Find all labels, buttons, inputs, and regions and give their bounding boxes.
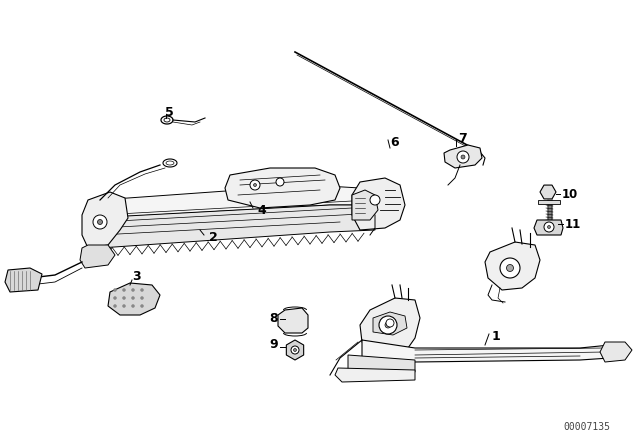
Circle shape: [93, 215, 107, 229]
Polygon shape: [225, 168, 340, 208]
Text: 00007135: 00007135: [563, 422, 610, 432]
Polygon shape: [485, 242, 540, 290]
Circle shape: [141, 289, 143, 292]
Polygon shape: [80, 245, 115, 268]
Polygon shape: [278, 308, 308, 333]
Text: 2: 2: [209, 231, 218, 244]
Text: 3: 3: [132, 271, 141, 284]
Circle shape: [141, 297, 143, 300]
Circle shape: [370, 195, 380, 205]
Circle shape: [122, 289, 125, 292]
Text: 7: 7: [458, 132, 467, 145]
Text: 1: 1: [492, 329, 500, 343]
Polygon shape: [373, 312, 407, 335]
Circle shape: [544, 222, 554, 232]
Circle shape: [461, 155, 465, 159]
Polygon shape: [600, 342, 632, 362]
Circle shape: [141, 305, 143, 307]
Circle shape: [276, 178, 284, 186]
Circle shape: [506, 264, 513, 271]
Polygon shape: [444, 145, 482, 168]
Circle shape: [291, 346, 299, 354]
Circle shape: [122, 305, 125, 307]
Circle shape: [131, 289, 134, 292]
Circle shape: [379, 316, 397, 334]
Circle shape: [113, 297, 116, 300]
Circle shape: [547, 225, 550, 228]
Polygon shape: [352, 178, 405, 230]
Polygon shape: [534, 220, 563, 235]
Polygon shape: [286, 340, 303, 360]
Circle shape: [253, 184, 257, 186]
Circle shape: [113, 289, 116, 292]
Text: 5: 5: [165, 105, 173, 119]
Circle shape: [457, 151, 469, 163]
Text: 11: 11: [565, 217, 581, 231]
Polygon shape: [352, 190, 378, 220]
Polygon shape: [335, 368, 415, 382]
Polygon shape: [362, 340, 615, 362]
Circle shape: [500, 258, 520, 278]
Polygon shape: [360, 298, 420, 355]
Polygon shape: [348, 355, 415, 372]
Text: 10: 10: [562, 188, 579, 201]
Text: 9: 9: [269, 339, 278, 352]
Circle shape: [131, 297, 134, 300]
Circle shape: [294, 349, 296, 352]
Text: 8: 8: [269, 313, 278, 326]
Polygon shape: [538, 200, 560, 204]
Polygon shape: [82, 192, 128, 248]
Polygon shape: [5, 268, 42, 292]
Circle shape: [97, 220, 102, 224]
Polygon shape: [540, 185, 556, 199]
Circle shape: [386, 319, 394, 327]
Circle shape: [385, 322, 391, 328]
Circle shape: [122, 297, 125, 300]
Text: 4: 4: [257, 203, 266, 216]
Text: 6: 6: [390, 135, 399, 148]
Polygon shape: [90, 185, 380, 218]
Polygon shape: [88, 205, 375, 248]
Polygon shape: [108, 283, 160, 315]
Circle shape: [131, 305, 134, 307]
Circle shape: [113, 305, 116, 307]
Circle shape: [250, 180, 260, 190]
